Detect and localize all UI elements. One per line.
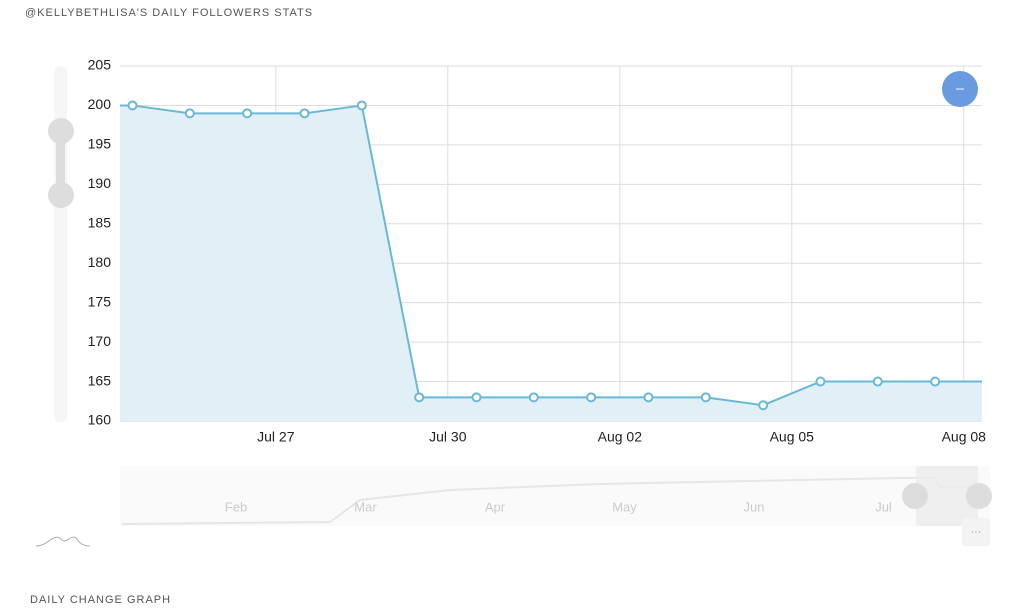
y-tick-label: 180 [88, 254, 112, 270]
point [242, 108, 253, 119]
y-tick-label: 170 [88, 333, 112, 349]
point [528, 392, 539, 403]
x-tick-label: Aug 02 [598, 429, 643, 445]
y-zoom-range [56, 132, 65, 196]
point [643, 392, 654, 403]
point [930, 376, 941, 387]
x-tick-label: Aug 05 [770, 429, 815, 445]
point [586, 392, 597, 403]
point [471, 392, 482, 403]
navigator-label: Jul [875, 499, 892, 514]
point [414, 392, 425, 403]
y-tick-label: 195 [88, 136, 112, 152]
x-tick-label: Jul 27 [257, 429, 295, 445]
more-button[interactable] [962, 518, 990, 546]
y-tick-label: 165 [88, 372, 112, 388]
y-zoom-handle[interactable] [48, 118, 74, 144]
x-tick-label: Aug 08 [942, 429, 987, 445]
page-title: @KELLYBETHLISA'S DAILY FOLLOWERS STATS [25, 7, 313, 19]
collapse-label: – [956, 80, 964, 96]
point [700, 392, 711, 403]
y-tick-label: 190 [88, 175, 112, 191]
point [356, 100, 367, 111]
y-tick-label: 200 [88, 96, 112, 112]
navigator-label: Apr [485, 499, 506, 514]
navigator [120, 466, 990, 526]
navigator-label: Mar [354, 499, 377, 514]
graph-icon[interactable] [35, 536, 91, 547]
navigator-handle[interactable] [966, 483, 992, 509]
navigator-handle[interactable] [902, 483, 928, 509]
y-tick-label: 175 [88, 293, 112, 309]
y-tick-label: 185 [88, 214, 112, 230]
area [120, 105, 982, 421]
navigator-label: Jun [744, 499, 765, 514]
point [184, 108, 195, 119]
y-zoom-handle[interactable] [48, 182, 74, 208]
navigator-label: May [612, 499, 637, 514]
point [872, 376, 883, 387]
y-tick-label: 160 [88, 412, 112, 428]
footer-title: DAILY CHANGE GRAPH [30, 594, 171, 606]
collapse-button[interactable] [942, 71, 978, 107]
point [299, 108, 310, 119]
point [758, 400, 769, 411]
point [815, 376, 826, 387]
point [127, 100, 138, 111]
more-label: ··· [971, 526, 982, 538]
x-tick-label: Jul 30 [429, 429, 467, 445]
navigator-label: Feb [225, 499, 247, 514]
y-tick-label: 205 [88, 57, 112, 73]
